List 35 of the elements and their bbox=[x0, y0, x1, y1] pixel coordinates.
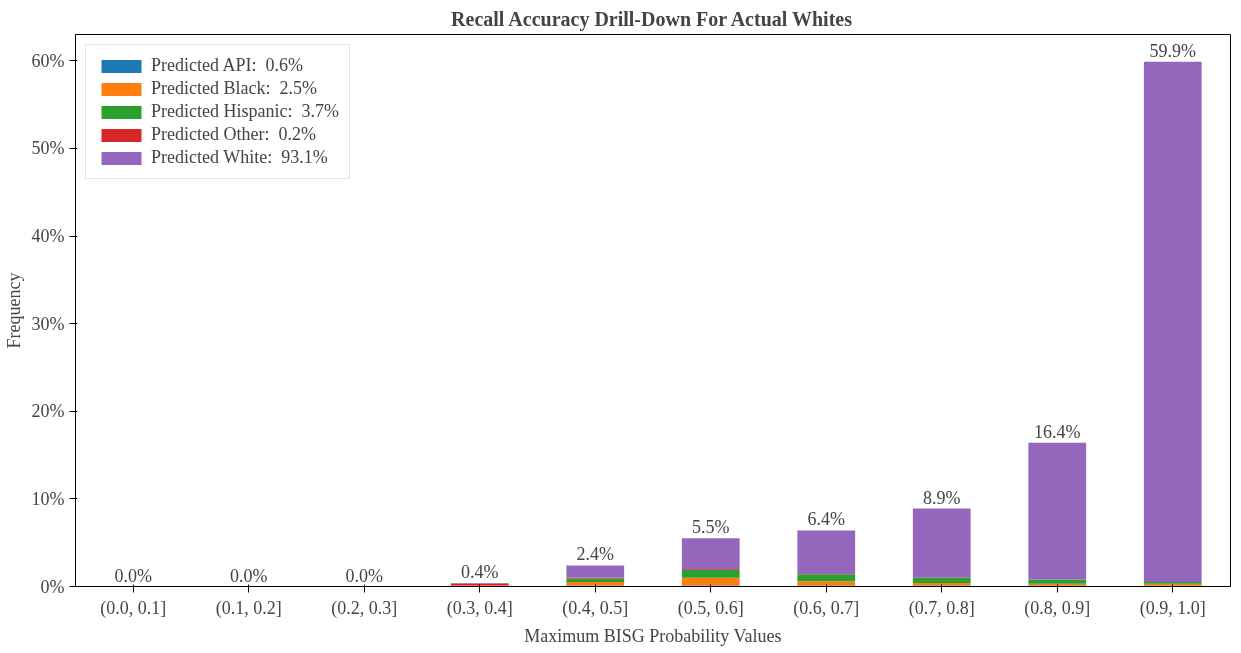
total-label: 0.0% bbox=[114, 565, 152, 586]
total-label: 16.4% bbox=[1034, 421, 1081, 442]
total-label: 6.4% bbox=[807, 509, 845, 530]
y-tick-label: 10% bbox=[31, 488, 65, 509]
x-tick-label: (0.6, 0.7] bbox=[793, 597, 860, 619]
x-tick-label: (0.0, 0.1] bbox=[100, 597, 167, 619]
y-tick-label: 50% bbox=[31, 138, 65, 159]
y-tick-label: 20% bbox=[31, 401, 65, 422]
legend-label: Predicted Hispanic: 3.7% bbox=[151, 101, 339, 122]
x-tick-label: (0.4, 0.5] bbox=[562, 597, 629, 619]
total-label: 0.0% bbox=[345, 565, 383, 586]
total-label: 8.9% bbox=[923, 487, 961, 508]
x-tick-label: (0.1, 0.2] bbox=[215, 597, 282, 619]
total-label: 59.9% bbox=[1149, 40, 1196, 61]
total-label: 5.5% bbox=[692, 517, 730, 538]
x-tick-label: (0.7, 0.8] bbox=[908, 597, 975, 619]
legend-label: Predicted API: 0.6% bbox=[151, 55, 303, 76]
y-tick-label: 60% bbox=[31, 50, 65, 71]
total-label: 0.0% bbox=[230, 565, 268, 586]
legend-label: Predicted White: 93.1% bbox=[151, 147, 328, 168]
y-tick-label: 30% bbox=[31, 313, 65, 334]
y-axis-title: Frequency bbox=[3, 272, 24, 349]
x-tick-label: (0.5, 0.6] bbox=[677, 597, 744, 619]
total-label: 2.4% bbox=[576, 544, 614, 565]
x-tick-label: (0.8, 0.9] bbox=[1024, 597, 1091, 619]
y-tick-label: 40% bbox=[31, 226, 65, 247]
x-axis-title: Maximum BISG Probability Values bbox=[524, 625, 782, 646]
x-tick-label: (0.9, 1.0] bbox=[1139, 597, 1206, 619]
total-label: 0.4% bbox=[461, 562, 499, 582]
legend-label: Predicted Black: 2.5% bbox=[151, 78, 317, 99]
y-tick-label: 0% bbox=[40, 576, 65, 597]
x-tick-label: (0.2, 0.3] bbox=[331, 597, 398, 619]
x-tick-label: (0.3, 0.4] bbox=[446, 597, 513, 619]
chart-title: Recall Accuracy Drill-Down For Actual Whites bbox=[451, 7, 853, 31]
legend-label: Predicted Other: 0.2% bbox=[151, 124, 316, 145]
